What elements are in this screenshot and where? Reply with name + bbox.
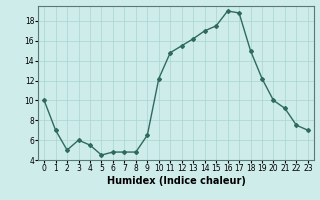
X-axis label: Humidex (Indice chaleur): Humidex (Indice chaleur) <box>107 176 245 186</box>
